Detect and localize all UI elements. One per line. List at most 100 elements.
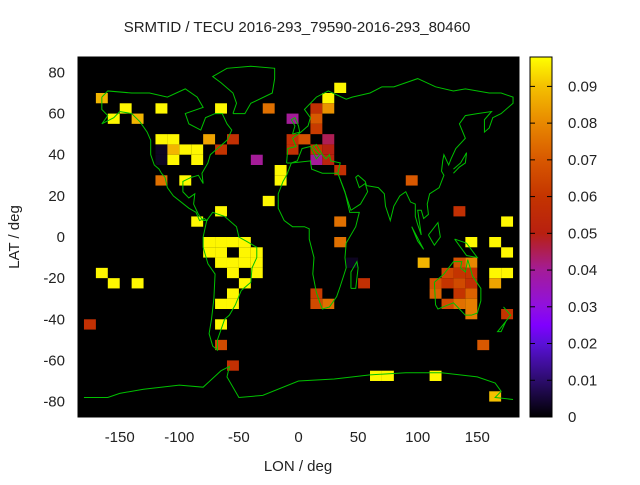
heatmap-cell <box>215 237 227 248</box>
heatmap-cell <box>465 257 478 268</box>
heatmap-cell <box>298 134 311 145</box>
heatmap-cell <box>191 144 204 155</box>
heatmap-cell <box>155 103 168 114</box>
heatmap-cell <box>238 278 251 289</box>
colorbar-tick-label: 0.07 <box>568 152 597 169</box>
heatmap-cell <box>334 165 347 176</box>
heatmap-cell <box>441 267 454 279</box>
heatmap-cell <box>238 237 251 248</box>
heatmap-cell <box>215 257 227 268</box>
heatmap-cell <box>226 134 239 145</box>
y-tick-label: -60 <box>43 352 65 369</box>
heatmap-cell <box>262 103 275 114</box>
heatmap-cell <box>310 123 323 135</box>
heatmap-cell <box>489 267 502 279</box>
colorbar-tick-label: 0.03 <box>568 299 597 316</box>
y-axis-label: LAT / deg <box>6 205 23 269</box>
coastline <box>83 365 514 401</box>
coastlines <box>83 65 514 401</box>
heatmap-cell <box>477 339 490 351</box>
heatmap-cell <box>238 257 251 268</box>
heatmap-cell <box>131 278 144 289</box>
heatmap-cell <box>322 154 335 165</box>
heatmap-cell <box>215 319 227 330</box>
heatmap-cell <box>489 278 502 289</box>
heatmap-cell <box>334 216 347 227</box>
heatmap-cell <box>489 237 502 248</box>
heatmap-cell <box>310 103 323 114</box>
plot-background <box>78 57 519 417</box>
heatmap-cell <box>119 103 132 114</box>
x-tick-label: 100 <box>405 429 430 446</box>
heatmap-cell <box>274 165 287 176</box>
colorbar-tick-label: 0.06 <box>568 189 597 206</box>
coastline <box>286 78 514 236</box>
coastline <box>427 221 441 247</box>
heatmap-cell <box>417 257 430 268</box>
heatmap-cell <box>191 216 204 227</box>
colorbar <box>529 56 553 418</box>
heatmap-cell <box>465 309 478 320</box>
heatmap-cell <box>465 298 478 309</box>
coastline <box>454 238 479 259</box>
heatmap-cell <box>334 237 347 248</box>
y-tick-label: 40 <box>48 147 65 164</box>
heatmap-cell <box>501 267 514 279</box>
heatmap-cell <box>453 267 466 279</box>
heatmap-cell <box>215 247 227 258</box>
colorbar-tick-label: 0.08 <box>568 115 597 132</box>
y-tick-label: -40 <box>43 311 65 328</box>
heatmap-cell <box>274 175 287 186</box>
heatmap-cell <box>429 288 442 299</box>
heatmap-cell <box>310 144 323 155</box>
heatmap-cell <box>215 206 227 217</box>
heatmap-cell <box>405 175 418 186</box>
x-tick-label: -150 <box>105 429 135 446</box>
colorbar-tick-label: 0.04 <box>568 262 597 279</box>
heatmap-cell <box>429 278 442 289</box>
coastline <box>350 260 359 289</box>
heatmap-cell <box>215 103 227 114</box>
heatmap-cell <box>107 278 120 289</box>
heatmap-cell <box>131 113 144 124</box>
y-tick-label: -80 <box>43 394 65 411</box>
heatmap-cell <box>215 144 227 155</box>
coastline <box>496 306 512 333</box>
colorbar-tick-label: 0.01 <box>568 372 597 389</box>
heatmap-cell <box>453 288 466 299</box>
heatmap-cell <box>155 175 168 186</box>
heatmap-cell <box>465 288 478 299</box>
coastline <box>101 88 233 222</box>
heatmap-cell <box>501 216 514 227</box>
heatmap-cell <box>167 134 180 145</box>
heatmap-cell <box>286 144 299 155</box>
heatmap-cell <box>465 278 478 289</box>
heatmap-cell <box>453 278 466 289</box>
heatmap-cell <box>453 298 466 309</box>
heatmap-cell <box>83 319 96 330</box>
heatmap-cell <box>322 103 335 114</box>
heatmap-cell <box>322 93 335 104</box>
heatmap-cell <box>322 144 335 155</box>
heatmap-cell <box>334 82 347 93</box>
heatmap-cell <box>167 144 180 155</box>
coastline <box>211 65 276 115</box>
heatmap-cell <box>215 339 227 351</box>
heatmap-cell <box>381 370 394 381</box>
y-tick-label: -20 <box>43 270 65 287</box>
heatmap-cell <box>358 278 371 289</box>
x-tick-label: 0 <box>294 429 302 446</box>
heatmap-cell <box>238 247 251 258</box>
heatmap-cell <box>215 298 227 309</box>
y-tick-label: 80 <box>48 64 65 81</box>
y-tick-label: 60 <box>48 106 65 123</box>
heatmap-cell <box>179 144 192 155</box>
heatmap-cell <box>203 247 216 258</box>
coastline <box>290 116 301 135</box>
heatmap-cell <box>155 154 168 165</box>
y-tick-label: 0 <box>57 229 65 246</box>
heatmap-cell <box>501 309 514 320</box>
heatmap-cell <box>226 298 239 309</box>
x-tick-label: 50 <box>350 429 367 446</box>
heatmap-cell <box>346 257 359 268</box>
